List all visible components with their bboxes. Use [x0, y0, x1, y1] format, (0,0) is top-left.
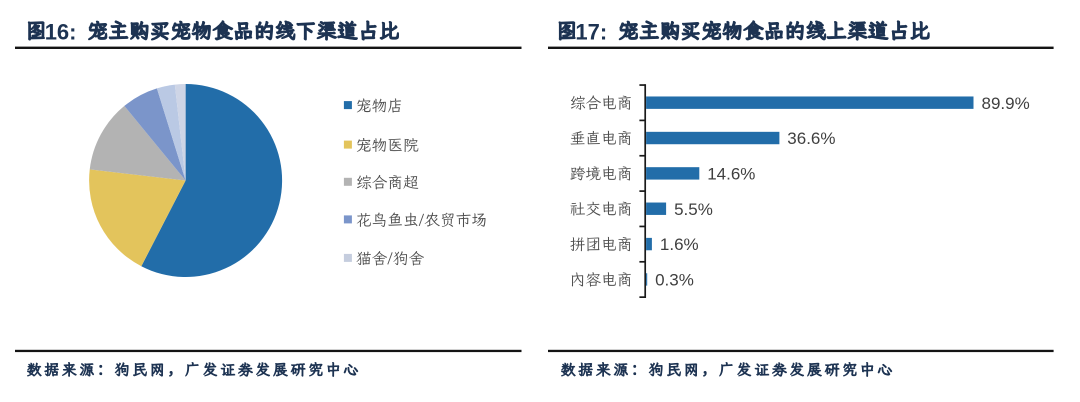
svg-text:14.6%: 14.6%	[707, 164, 755, 183]
svg-text:17:: 17:	[575, 19, 607, 44]
svg-text:89.9%: 89.9%	[982, 94, 1030, 113]
svg-text:16:: 16:	[45, 19, 77, 44]
svg-text:0.3%: 0.3%	[655, 271, 694, 290]
svg-text:1.6%: 1.6%	[660, 235, 699, 254]
svg-text:36.6%: 36.6%	[787, 129, 835, 148]
svg-text:5.5%: 5.5%	[674, 200, 713, 219]
